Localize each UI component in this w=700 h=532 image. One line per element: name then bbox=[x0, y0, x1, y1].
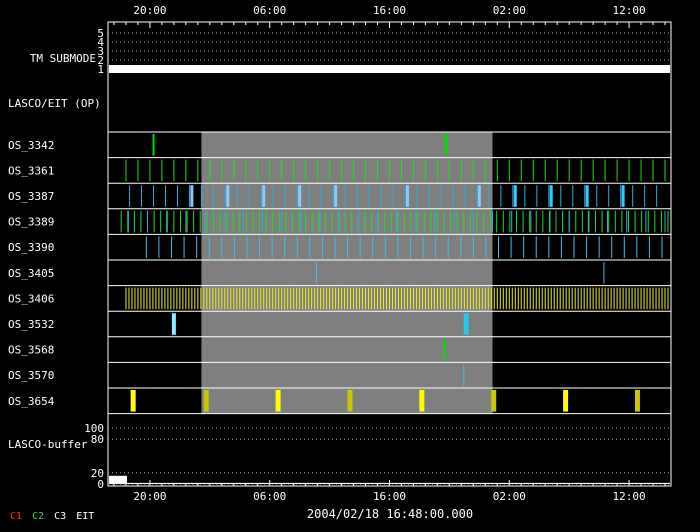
x-tick-label-top: 12:00 bbox=[613, 4, 646, 17]
x-tick-label-top: 06:00 bbox=[253, 4, 286, 17]
timestamp-label: 2004/02/18 16:48:00.000 bbox=[306, 507, 474, 521]
x-tick-label-bottom: 12:00 bbox=[613, 490, 646, 503]
event-mark bbox=[419, 390, 425, 412]
event-mark bbox=[275, 390, 281, 412]
event-mark bbox=[549, 185, 553, 207]
buffer-tick-label: 0 bbox=[97, 478, 104, 491]
event-mark bbox=[634, 390, 640, 412]
event-mark bbox=[262, 185, 266, 207]
legend-eit: EIT bbox=[76, 511, 95, 522]
x-tick-label-bottom: 16:00 bbox=[373, 490, 406, 503]
row-label: OS_3342 bbox=[8, 139, 54, 152]
event-mark bbox=[444, 134, 448, 156]
row-label: OS_3389 bbox=[8, 216, 54, 229]
x-tick-label-bottom: 06:00 bbox=[253, 490, 286, 503]
submode-tick-label: 4 bbox=[97, 36, 104, 49]
row-label: OS_3532 bbox=[8, 318, 54, 331]
event-mark bbox=[190, 185, 194, 207]
submode-tick-label: 2 bbox=[97, 54, 104, 67]
event-mark bbox=[443, 338, 446, 361]
legend-c1: C1 bbox=[10, 511, 23, 522]
x-tick-label-bottom: 02:00 bbox=[493, 490, 526, 503]
event-mark bbox=[463, 364, 465, 386]
buffer-level-spike bbox=[109, 475, 127, 484]
buffer-tick-label: 20 bbox=[91, 467, 104, 480]
buffer-label: LASCO-buffer bbox=[8, 438, 88, 451]
row-label: OS_3390 bbox=[8, 241, 54, 254]
event-mark bbox=[513, 185, 517, 207]
event-mark bbox=[226, 185, 230, 207]
row-label: OS_3654 bbox=[8, 395, 55, 408]
event-mark bbox=[477, 185, 481, 207]
row-label: OS_3361 bbox=[8, 164, 54, 177]
instrument-legend: C1 C2 C3 EIT bbox=[10, 511, 98, 522]
submode-label: TM SUBMODE bbox=[30, 52, 96, 65]
row-label: OS_3405 bbox=[8, 267, 54, 280]
event-mark bbox=[298, 185, 302, 207]
x-tick-label-top: 02:00 bbox=[493, 4, 526, 17]
row-label: OS_3406 bbox=[8, 292, 54, 305]
event-mark bbox=[621, 185, 625, 207]
shaded-interval bbox=[201, 132, 493, 414]
row-label: OS_3387 bbox=[8, 190, 54, 203]
x-tick-label-top: 16:00 bbox=[373, 4, 406, 17]
event-mark bbox=[463, 313, 469, 335]
event-mark bbox=[405, 185, 409, 207]
section-label: LASCO/EIT (OP) bbox=[8, 97, 101, 110]
submode-tick-label: 5 bbox=[97, 27, 104, 40]
legend-c3: C3 bbox=[54, 511, 67, 522]
row-label: OS_3570 bbox=[8, 369, 54, 382]
event-mark bbox=[203, 390, 209, 412]
submode-tick-label: 3 bbox=[97, 45, 104, 58]
event-mark bbox=[315, 262, 317, 284]
event-mark bbox=[603, 262, 605, 284]
buffer-tick-label: 100 bbox=[84, 422, 104, 435]
submode-tick-label: 1 bbox=[97, 63, 104, 76]
event-mark bbox=[563, 390, 569, 412]
buffer-level bbox=[109, 482, 670, 484]
x-tick-label-bottom: 20:00 bbox=[133, 490, 166, 503]
legend-c2: C2 bbox=[32, 511, 45, 522]
event-mark bbox=[491, 390, 497, 412]
event-mark bbox=[152, 134, 155, 156]
submode-level-bar bbox=[109, 65, 670, 73]
x-tick-label-top: 20:00 bbox=[133, 4, 166, 17]
event-mark bbox=[585, 185, 589, 207]
event-mark bbox=[347, 390, 353, 412]
row-label: OS_3568 bbox=[8, 344, 54, 357]
event-mark bbox=[130, 390, 136, 412]
event-mark bbox=[334, 185, 338, 207]
buffer-tick-label: 80 bbox=[91, 433, 104, 446]
event-mark bbox=[171, 313, 176, 335]
